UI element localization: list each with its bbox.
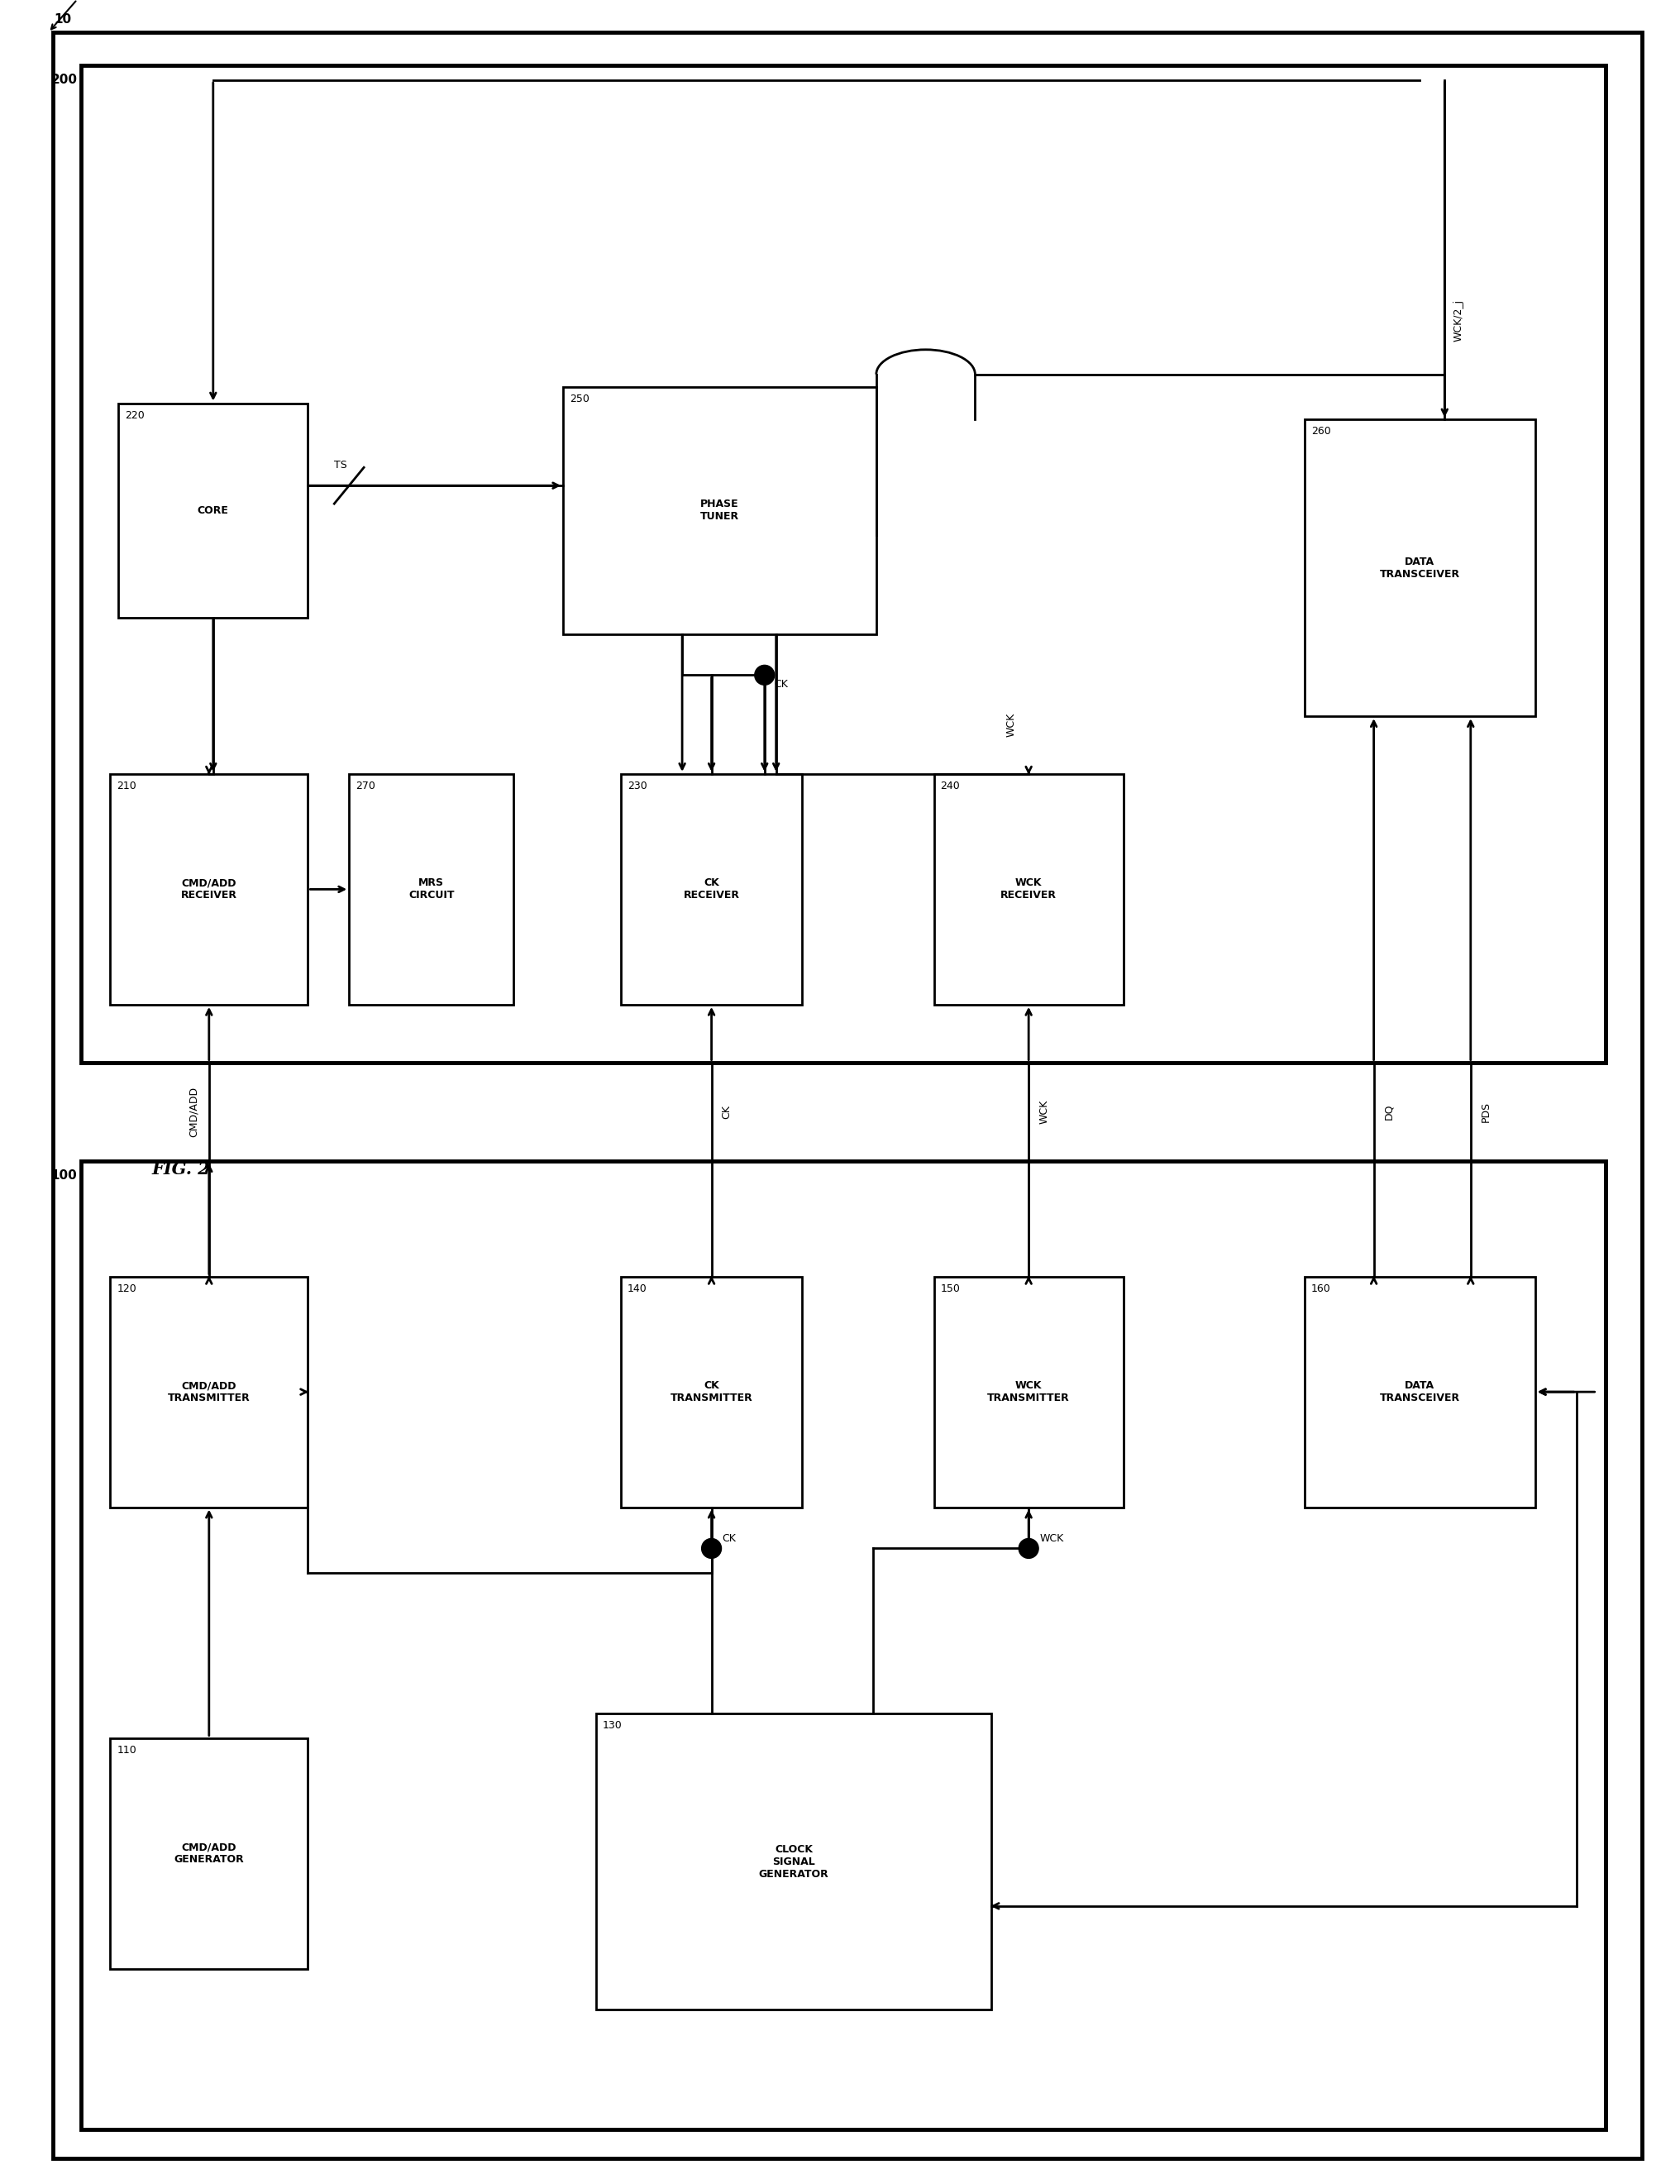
Circle shape — [1018, 1538, 1038, 1559]
Text: 220: 220 — [124, 411, 144, 422]
Bar — [111, 1738, 307, 1968]
Bar — [81, 66, 1606, 1061]
Text: 260: 260 — [1310, 426, 1331, 437]
Text: CK: CK — [774, 679, 788, 690]
Text: WCK: WCK — [1040, 1533, 1063, 1544]
Text: 10: 10 — [54, 13, 72, 26]
Text: 130: 130 — [603, 1719, 622, 1730]
Text: CMD/ADD
TRANSMITTER: CMD/ADD TRANSMITTER — [168, 1380, 250, 1404]
Text: CMD/ADD
RECEIVER: CMD/ADD RECEIVER — [181, 878, 237, 900]
Bar — [622, 1275, 801, 1507]
Text: PDS: PDS — [1480, 1101, 1492, 1123]
Bar — [934, 773, 1124, 1005]
Text: 240: 240 — [941, 780, 961, 791]
Text: 270: 270 — [356, 780, 375, 791]
Bar — [118, 404, 307, 618]
Text: 210: 210 — [118, 780, 136, 791]
Text: 250: 250 — [570, 393, 590, 404]
Bar — [563, 387, 877, 633]
Circle shape — [702, 1538, 721, 1559]
Text: 160: 160 — [1310, 1284, 1331, 1293]
Text: 150: 150 — [941, 1284, 961, 1293]
Bar — [1305, 419, 1536, 716]
Text: 140: 140 — [627, 1284, 647, 1293]
Text: CMD/ADD: CMD/ADD — [188, 1085, 200, 1138]
Bar — [111, 1275, 307, 1507]
Text: PHASE
TUNER: PHASE TUNER — [701, 498, 739, 522]
Text: CMD/ADD
GENERATOR: CMD/ADD GENERATOR — [175, 1841, 244, 1865]
Text: 200: 200 — [50, 74, 77, 85]
Text: WCK/2_j: WCK/2_j — [1453, 299, 1463, 343]
Bar — [622, 773, 801, 1005]
Circle shape — [754, 666, 774, 686]
Text: WCK: WCK — [1038, 1101, 1050, 1125]
Text: 230: 230 — [627, 780, 647, 791]
Text: DQ: DQ — [1384, 1103, 1394, 1120]
Text: CLOCK
SIGNAL
GENERATOR: CLOCK SIGNAL GENERATOR — [759, 1843, 828, 1878]
Bar — [81, 1162, 1606, 2129]
Text: 100: 100 — [50, 1168, 77, 1182]
Bar — [934, 1275, 1124, 1507]
Text: MRS
CIRCUIT: MRS CIRCUIT — [408, 878, 454, 900]
Text: CORE: CORE — [198, 505, 228, 515]
Bar — [1305, 1275, 1536, 1507]
Text: DATA
TRANSCEIVER: DATA TRANSCEIVER — [1379, 1380, 1460, 1404]
Text: FIG. 2: FIG. 2 — [151, 1162, 210, 1177]
Text: TS: TS — [334, 461, 348, 472]
Text: WCK
TRANSMITTER: WCK TRANSMITTER — [988, 1380, 1070, 1404]
Bar — [349, 773, 514, 1005]
Text: 110: 110 — [118, 1745, 136, 1756]
Text: DATA
TRANSCEIVER: DATA TRANSCEIVER — [1379, 557, 1460, 579]
Text: CK: CK — [722, 1533, 736, 1544]
Text: WCK
RECEIVER: WCK RECEIVER — [1001, 878, 1057, 900]
Text: CK
TRANSMITTER: CK TRANSMITTER — [670, 1380, 753, 1404]
Text: WCK: WCK — [1006, 712, 1016, 736]
Bar — [111, 773, 307, 1005]
Text: CK
RECEIVER: CK RECEIVER — [684, 878, 739, 900]
Text: 120: 120 — [118, 1284, 136, 1293]
Bar — [596, 1712, 991, 2009]
Text: CK: CK — [721, 1105, 732, 1118]
